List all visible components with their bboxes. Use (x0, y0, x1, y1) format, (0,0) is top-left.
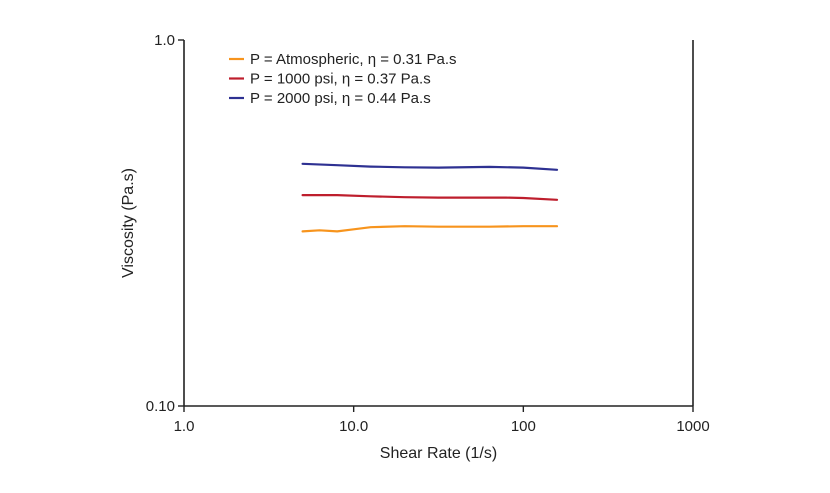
axes (183, 40, 694, 407)
series-lines (301, 162, 559, 233)
y-tick-label: 0.10 (146, 398, 175, 415)
legend-label-2: P = 1000 psi, η = 0.37 Pa.s (250, 71, 431, 88)
x-axis-title: Shear Rate (1/s) (380, 445, 497, 462)
legend-label-1: P = Atmospheric, η = 0.31 Pa.s (250, 51, 457, 68)
y-tick-label: 1.0 (154, 32, 175, 49)
x-tick-label: 10.0 (339, 418, 368, 435)
series-line-2 (301, 194, 559, 201)
series-line-3 (301, 162, 559, 171)
x-tick-label: 100 (511, 418, 536, 435)
legend: P = Atmospheric, η = 0.31 Pa.s P = 1000 p… (229, 51, 457, 107)
x-tick-label: 1.0 (174, 418, 195, 435)
legend-label-3: P = 2000 psi, η = 0.44 Pa.s (250, 90, 431, 107)
y-axis-title: Viscosity (Pa.s) (120, 168, 137, 278)
ticks: 1.0 10.0 100 1000 0.10 1.0 (146, 32, 710, 435)
x-tick-label: 1000 (676, 418, 709, 435)
series-line-1 (301, 225, 559, 233)
